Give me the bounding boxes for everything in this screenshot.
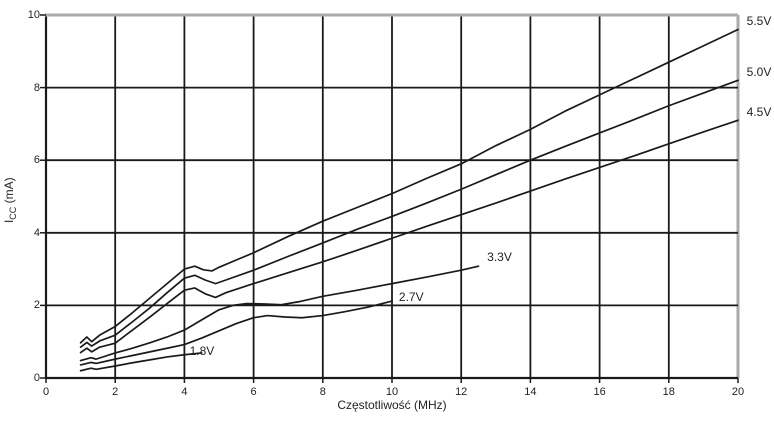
- x-tick-label-6: 6: [250, 386, 257, 398]
- x-tick-label-4: 4: [181, 386, 188, 398]
- curve-label-3.3V: 3.3V: [487, 250, 512, 265]
- y-axis-title-subscript: CC: [8, 206, 19, 220]
- x-tick-label-20: 20: [731, 386, 745, 398]
- curve-1.8V: [79, 352, 203, 372]
- curve-label-2.7V: 2.7V: [398, 290, 424, 305]
- x-tick-label-16: 16: [593, 386, 606, 398]
- curve-2.7V: [79, 300, 393, 366]
- curve-label-4.5V: 4.5V: [746, 105, 772, 119]
- curve-label-5.5V: 5.5V: [746, 14, 772, 29]
- y-tick-label-6: 6: [33, 154, 40, 167]
- y-tick-label-0: 0: [33, 372, 40, 384]
- curve-label-5.0V: 5.0V: [746, 65, 772, 80]
- x-tick-label-8: 8: [319, 386, 326, 398]
- curve-3.3V: [79, 265, 480, 362]
- x-tick-label-10: 10: [385, 386, 399, 398]
- y-axis-title-unit: (mA): [1, 177, 16, 204]
- curve-5.5V: [79, 28, 739, 344]
- y-tick-label-2: 2: [33, 299, 40, 312]
- y-tick-label-10: 10: [27, 9, 40, 21]
- x-tick-label-0: 0: [42, 386, 50, 398]
- y-tick-label-8: 8: [33, 81, 40, 94]
- y-tick-label-4: 4: [33, 226, 40, 239]
- x-tick-label-14: 14: [524, 386, 537, 398]
- y-axis-title-symbol: I: [1, 219, 16, 224]
- curve-4.5V: [79, 119, 739, 354]
- x-tick-label-2: 2: [112, 386, 119, 398]
- curve-5.0V: [79, 79, 739, 348]
- x-tick-label-18: 18: [662, 386, 675, 398]
- x-axis-title: Częstotliwość (MHz): [337, 398, 447, 412]
- x-tick-label-12: 12: [455, 386, 468, 398]
- curve-label-1.8V: 1.8V: [189, 343, 215, 358]
